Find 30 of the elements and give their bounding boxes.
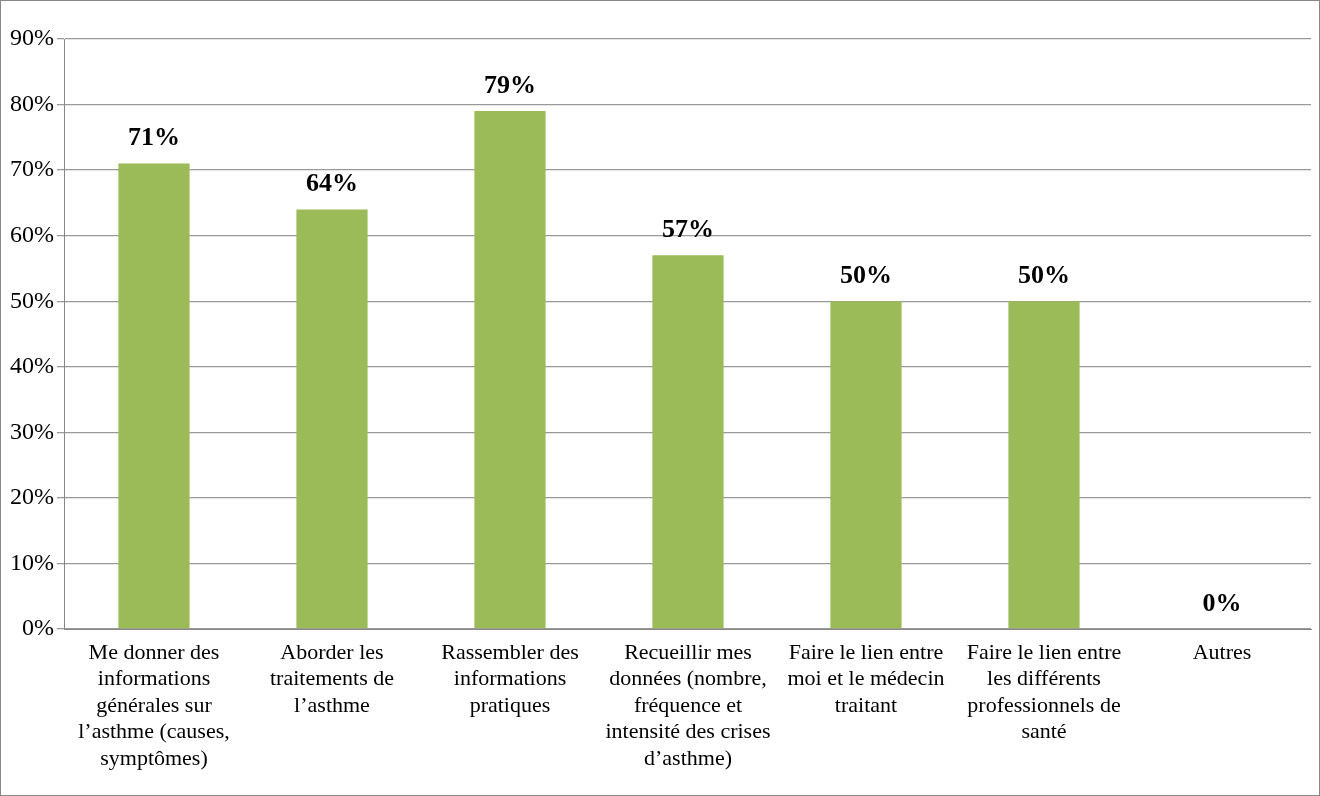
x-tick-label: Recueillir mes données (nombre, fréquence et intensité des crises d’asthme) xyxy=(605,638,771,770)
bar xyxy=(830,301,902,629)
y-tick-label: 90% xyxy=(9,24,54,51)
y-tick-label: 30% xyxy=(9,417,54,444)
y-tick-label: 40% xyxy=(9,352,54,379)
data-label: 0% xyxy=(1202,587,1242,617)
x-tick-label: Faire le lien entre les différents professionnels de santé xyxy=(966,638,1122,744)
bar xyxy=(1008,301,1080,629)
y-tick-label: 70% xyxy=(9,155,54,182)
data-label: 71% xyxy=(127,122,180,152)
x-tick-label: Aborder les traitements de l’asthme xyxy=(269,638,394,717)
x-tick-label: Faire le lien entre moi et le médecin traitant xyxy=(787,638,945,717)
y-tick-label: 20% xyxy=(9,483,54,510)
x-tick-label: Autres xyxy=(1192,638,1252,664)
bar xyxy=(652,255,724,629)
y-tick-label: 10% xyxy=(9,548,54,575)
y-tick-label: 0% xyxy=(21,614,54,641)
x-tick-label: Me donner des informations générales sur l’asthme (causes, symptômes) xyxy=(78,638,230,770)
data-label: 64% xyxy=(305,168,358,198)
data-label: 79% xyxy=(483,69,536,99)
data-label: 57% xyxy=(662,214,714,244)
bar xyxy=(296,209,368,629)
x-tick-label: Rassembler des informations pratiques xyxy=(441,638,579,717)
bar xyxy=(474,111,546,629)
y-tick-label: 60% xyxy=(9,220,54,247)
bar xyxy=(118,163,190,629)
data-label: 50% xyxy=(840,259,892,289)
data-label: 50% xyxy=(1018,259,1070,289)
y-tick-label: 50% xyxy=(9,286,54,313)
y-tick-label: 80% xyxy=(9,89,54,116)
